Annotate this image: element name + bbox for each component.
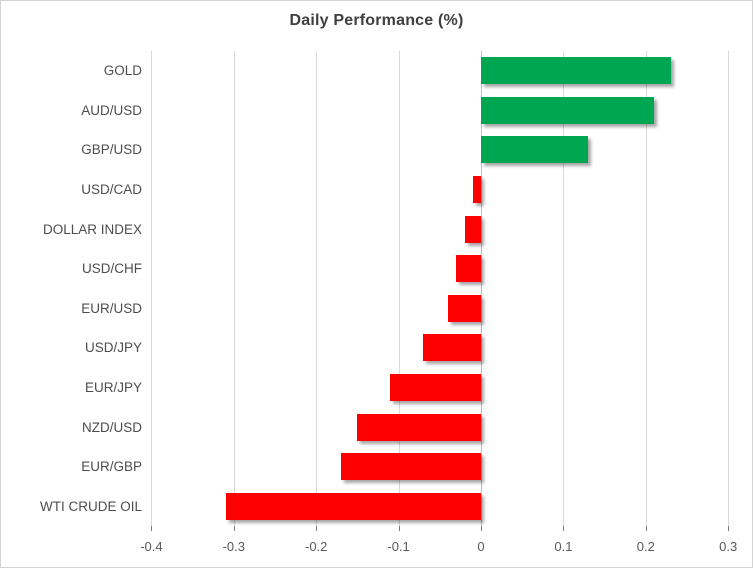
category-label: WTI CRUDE OIL [39, 498, 142, 514]
bar-gbp-usd [481, 136, 589, 164]
bar-aud-usd [481, 96, 655, 124]
bar-eur-jpy [390, 373, 481, 401]
axis-tickmark [233, 526, 235, 531]
chart-title: Daily Performance (%) [289, 12, 464, 29]
zero-axis-line [481, 51, 482, 526]
category-label: USD/JPY [84, 340, 142, 356]
category-label: AUD/USD [81, 102, 142, 118]
gridline [563, 51, 565, 526]
gridline [398, 51, 400, 526]
category-label: DOLLAR INDEX [42, 221, 142, 237]
category-label: EUR/USD [81, 300, 142, 316]
axis-tickmark [481, 526, 482, 531]
x-tick-label: -0.4 [140, 539, 163, 554]
bar-usd-chf [456, 255, 481, 283]
bar-usd-jpy [423, 334, 481, 362]
axis-tickmark [728, 526, 730, 531]
x-tick-label: 0.1 [554, 539, 573, 554]
category-label: GBP/USD [81, 142, 142, 158]
gridline [645, 51, 647, 526]
axis-tickmark [151, 526, 153, 531]
gridline [728, 51, 730, 526]
bar-eur-usd [448, 294, 481, 322]
gridline [316, 51, 318, 526]
x-tick-label: 0.3 [719, 539, 738, 554]
x-tick-label: -0.2 [304, 539, 328, 554]
bar-wti-crude-oil [225, 492, 481, 520]
category-label: NZD/USD [82, 419, 142, 435]
x-tick-label: 0 [477, 539, 485, 554]
bar-dollar-index [464, 215, 481, 243]
bar-usd-cad [472, 176, 481, 204]
axis-tickmark [398, 526, 400, 531]
category-label: USD/CHF [82, 261, 142, 277]
gridline [151, 51, 153, 526]
axis-tickmark [316, 526, 318, 531]
x-tick-label: 0.2 [636, 539, 655, 554]
axis-tickmark [563, 526, 565, 531]
category-label: GOLD [103, 63, 142, 79]
axis-tickmark [645, 526, 647, 531]
x-tick-label: -0.3 [222, 539, 245, 554]
x-tick-label: -0.1 [387, 539, 410, 554]
category-label: EUR/GBP [81, 459, 142, 475]
category-label: USD/CAD [81, 182, 142, 198]
bar-nzd-usd [357, 413, 481, 441]
bar-gold [481, 57, 671, 85]
bar-eur-gbp [340, 453, 481, 481]
category-label: EUR/JPY [84, 379, 142, 395]
gridline [233, 51, 235, 526]
